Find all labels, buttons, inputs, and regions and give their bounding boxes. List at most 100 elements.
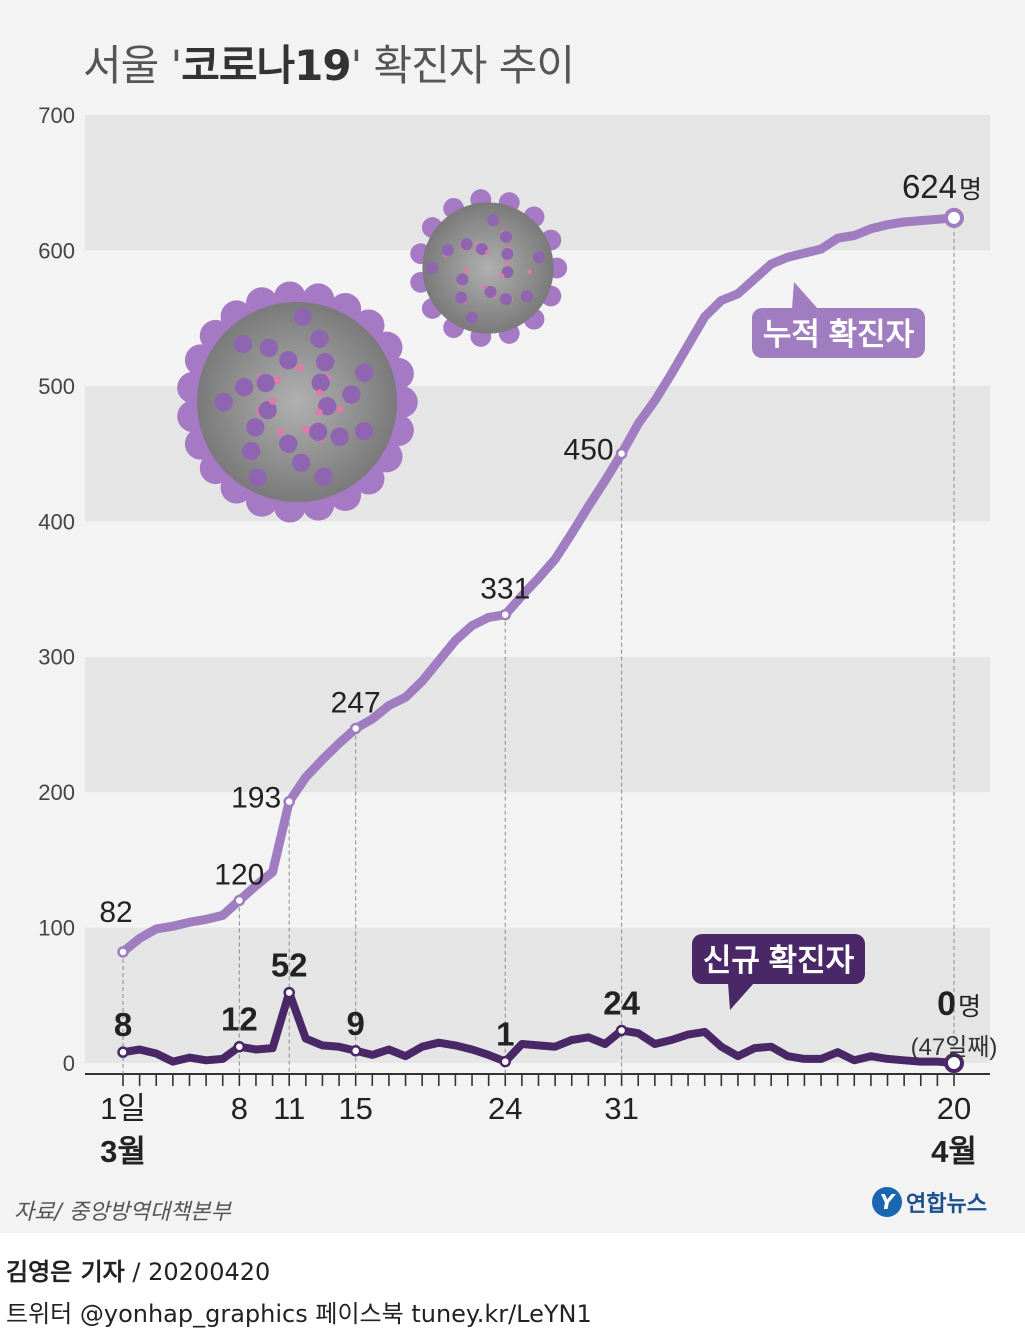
grid-band	[85, 521, 990, 657]
virus-dot	[336, 405, 344, 413]
virus-dot	[273, 376, 282, 384]
callout-pointer	[792, 282, 818, 309]
spike-protein	[242, 441, 261, 461]
spike-protein	[279, 434, 298, 453]
author-name: 김영은 기자	[6, 1258, 125, 1286]
y-tick-label: 600	[38, 238, 75, 263]
spike-protein	[501, 247, 514, 260]
new-cases-point	[233, 1040, 246, 1053]
grid-band	[85, 656, 990, 793]
month-label: 3월	[100, 1134, 146, 1169]
cumulative-label: 82	[99, 896, 132, 929]
cumulative-label: 247	[331, 686, 381, 719]
y-tick-label: 0	[63, 1051, 75, 1076]
publish-date: / 20200420	[124, 1258, 271, 1286]
spike-protein	[248, 468, 267, 487]
confirmed-cases-chart: 0 100 200 300 400 500 600 700 1일 8 11 15 24 31 20 3월 4월…	[38, 103, 997, 1169]
virus-dot	[296, 364, 304, 372]
virus-dot	[499, 273, 505, 279]
callout-label: 신규 확진자	[703, 943, 855, 978]
y-tick-label: 200	[38, 780, 75, 805]
spike-protein	[314, 467, 333, 486]
unit-label: 명	[958, 993, 981, 1021]
cumulative-point	[283, 795, 295, 808]
new-cases-label: 9	[347, 1005, 365, 1042]
virus-dot	[302, 426, 310, 434]
callout-pointer	[728, 983, 754, 1010]
spike-protein	[487, 214, 500, 227]
virus-dot	[315, 408, 323, 416]
new-cases-point	[349, 1045, 362, 1057]
virus-dot	[463, 268, 469, 274]
virus-body	[422, 202, 554, 334]
new-cases-label: 1	[496, 1016, 514, 1053]
spike-protein	[354, 363, 374, 382]
spike-protein	[441, 244, 454, 257]
spike-protein	[455, 291, 468, 304]
new-cases-label: 52	[271, 947, 308, 984]
spike-protein	[460, 238, 473, 251]
y-tick-label: 300	[38, 645, 75, 670]
cumulative-point	[117, 946, 129, 958]
spike-protein	[308, 422, 328, 442]
x-tick-label: 31	[604, 1091, 638, 1126]
virus-particle	[410, 189, 568, 347]
virus-dot	[503, 259, 509, 265]
virus-dot	[276, 428, 285, 436]
cumulative-line	[118, 213, 959, 957]
coronavirus-illustration	[177, 189, 568, 523]
spike-protein	[318, 397, 337, 416]
month-label: 4월	[931, 1134, 977, 1169]
spike-protein	[456, 273, 469, 286]
new-cases-point	[944, 1053, 964, 1073]
yonhap-logo-icon: Y	[872, 1187, 902, 1217]
cumulative-label: 450	[564, 434, 614, 467]
spike-protein	[532, 251, 545, 264]
spike-protein	[501, 266, 514, 279]
new-cases-legend-callout: 신규 확진자	[692, 934, 865, 1010]
cumulative-point	[615, 447, 628, 460]
callout-label: 누적 확진자	[763, 317, 915, 352]
new-cases-label: 12	[221, 1001, 258, 1038]
spike-protein	[311, 373, 330, 392]
spike-protein	[256, 373, 275, 393]
y-tick-label: 400	[38, 509, 75, 534]
spike-protein	[500, 293, 512, 306]
spike-protein	[279, 351, 298, 370]
x-tick-label: 24	[488, 1091, 522, 1126]
spike-protein	[214, 392, 233, 412]
yonhap-logo: Y 연합뉴스	[872, 1186, 987, 1218]
author-credit: 김영은 기자 / 20200420	[6, 1252, 270, 1287]
spike-protein	[315, 352, 335, 372]
spike-protein	[293, 307, 312, 326]
spike-protein	[234, 378, 254, 397]
spike-protein	[354, 422, 374, 441]
x-tick-label: 20	[937, 1091, 971, 1126]
cumulative-label: 624	[902, 168, 957, 205]
virus-dot	[268, 397, 277, 406]
cumulative-label: 120	[214, 858, 264, 891]
spike-protein	[484, 285, 497, 298]
cumulative-point	[944, 207, 964, 228]
social-credit: 트위터 @yonhap_graphics 페이스북 tuney.kr/LeYN1	[6, 1300, 592, 1328]
spike-protein	[292, 453, 311, 473]
cumulative-legend-callout: 누적 확진자	[752, 282, 925, 358]
new-cases-line	[119, 988, 958, 1067]
virus-dot	[315, 389, 324, 397]
y-tick-label: 100	[38, 916, 75, 941]
spike-protein	[475, 242, 488, 255]
cumulative-point	[233, 894, 246, 907]
title-prefix: 서울 '	[83, 41, 182, 90]
new-cases-label: 0	[937, 985, 956, 1023]
unit-label: 명	[959, 176, 982, 204]
spike-protein	[342, 385, 361, 404]
title-suffix: ' 확진자 추이	[350, 41, 575, 90]
yonhap-logo-text: 연합뉴스	[906, 1192, 987, 1217]
new-cases-point	[283, 986, 295, 999]
x-tick-label: 15	[338, 1091, 372, 1126]
spike-protein	[259, 338, 279, 357]
callout-box	[752, 308, 925, 358]
y-tick-label: 700	[38, 103, 75, 128]
virus-dot	[485, 249, 491, 255]
x-tick-label: 8	[231, 1091, 248, 1126]
